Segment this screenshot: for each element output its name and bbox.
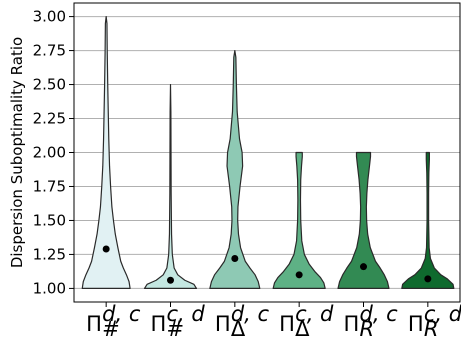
- category-superscript: c, d: [167, 302, 206, 326]
- grid-lines: [74, 16, 460, 289]
- mean-marker-4: [295, 271, 303, 279]
- category-superscript: d, c: [102, 302, 141, 326]
- violin-4: [272, 151, 326, 290]
- category-subscript: #: [102, 317, 120, 341]
- category-subscript: Δ: [231, 317, 246, 341]
- category-symbol: Π: [86, 312, 102, 336]
- y-tick-label: 2.25: [33, 110, 66, 128]
- category-superscript: c, d: [424, 302, 461, 326]
- category-symbol: Π: [279, 312, 295, 336]
- y-tick-label: 2.50: [33, 76, 66, 94]
- category-superscript: c, d: [295, 302, 334, 326]
- category-symbol: Π: [408, 312, 424, 336]
- y-tick-label: 3.00: [33, 8, 66, 26]
- category-symbol: Π: [215, 312, 231, 336]
- y-tick-label: 1.75: [33, 177, 66, 195]
- y-axis-ticks: 1.00 1.25 1.50 1.75 2.00 2.25 2.50 2.75 3.00: [33, 8, 74, 297]
- y-axis-title: Dispersion Suboptimality Ratio: [8, 37, 26, 268]
- category-symbol: Π: [151, 312, 167, 336]
- category-subscript: Δ: [295, 317, 310, 341]
- mean-marker-1: [102, 245, 110, 253]
- violin-2: [143, 83, 198, 290]
- y-tick-label: 1.00: [33, 279, 66, 297]
- y-tick-label: 1.25: [33, 245, 66, 263]
- category-subscript: #: [167, 317, 185, 341]
- mean-marker-2: [167, 276, 174, 284]
- mean-marker-6: [424, 275, 432, 283]
- violin-3: [209, 49, 261, 290]
- category-subscript: R: [424, 317, 439, 341]
- category-subscript: R: [360, 317, 375, 341]
- category-superscript: d, c: [360, 302, 399, 326]
- mean-marker-5: [360, 263, 367, 271]
- violin-6: [401, 151, 455, 290]
- y-tick-label: 2.00: [33, 144, 66, 162]
- category-symbol: Π: [344, 312, 360, 336]
- y-tick-label: 1.50: [33, 211, 66, 229]
- violins: [81, 15, 455, 290]
- mean-marker-3: [231, 255, 239, 263]
- violin-1: [81, 15, 131, 290]
- category-superscript: d, c: [231, 302, 270, 326]
- y-tick-label: 2.75: [33, 42, 66, 60]
- violin-5: [337, 151, 390, 290]
